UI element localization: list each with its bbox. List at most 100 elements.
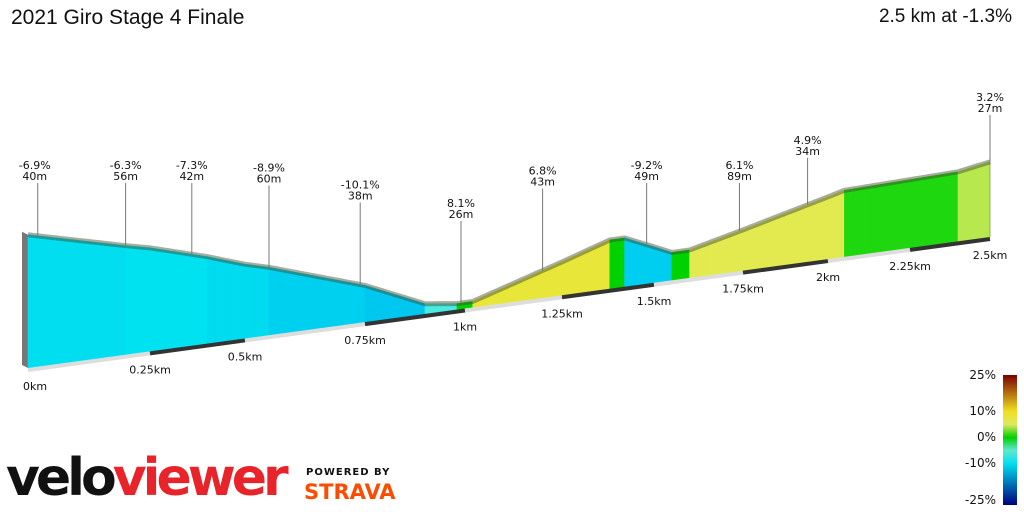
profile-slice — [546, 266, 551, 298]
profile-slice — [699, 244, 705, 277]
profile-slice — [827, 195, 832, 260]
profile-slice — [983, 162, 988, 239]
profile-slice — [710, 240, 715, 276]
profile-slice — [909, 178, 914, 249]
profile-slice — [807, 203, 812, 263]
profile-slice — [225, 260, 231, 342]
axis-segment — [149, 338, 246, 356]
profile-slice — [229, 260, 234, 341]
annotation-length: 34m — [795, 145, 820, 158]
axis-segment — [653, 270, 744, 287]
profile-slice — [307, 274, 313, 331]
profile-top-edge — [27, 159, 991, 307]
profile-slice — [837, 191, 842, 259]
x-tick-label: 1.5km — [637, 295, 672, 308]
profile-slice — [287, 270, 294, 333]
axis-segment — [464, 295, 563, 313]
profile-slice — [886, 182, 891, 252]
profile-slice — [820, 197, 825, 261]
profile-slice — [957, 170, 962, 242]
profile-slice — [71, 239, 78, 363]
profile-slice — [646, 244, 651, 285]
profile-slice — [210, 256, 215, 344]
profile-slice — [803, 204, 808, 263]
profile-slice — [61, 238, 68, 364]
veloviewer-logo: veloviewer — [6, 448, 289, 508]
profile-slice — [355, 283, 361, 324]
profile-slice — [932, 175, 936, 246]
profile-slice — [76, 239, 82, 362]
profile-slice — [642, 243, 647, 285]
profile-slice — [268, 266, 275, 336]
profile-slice — [321, 276, 327, 329]
x-tick-label: 0.5km — [228, 350, 263, 363]
profile-slice — [278, 268, 284, 335]
profile-slice — [602, 241, 607, 291]
profile-slice — [244, 263, 251, 339]
profile-slice — [56, 237, 63, 365]
profile-slice — [896, 180, 901, 251]
profile-slice — [653, 246, 658, 284]
profile-slice — [948, 172, 952, 244]
profile-slice — [218, 258, 223, 343]
profile-slice — [37, 235, 43, 368]
annotation-grade: 6.1% — [725, 159, 753, 172]
profile-slice — [580, 251, 585, 294]
axis-segment — [244, 322, 366, 343]
profile-slice — [749, 225, 754, 271]
profile-slice — [384, 291, 390, 320]
profile-slice — [259, 265, 265, 337]
profile-slice — [565, 258, 570, 296]
annotation-grade: 4.9% — [794, 134, 822, 147]
legend-tick-label: 10% — [969, 404, 996, 418]
profile-slice — [214, 257, 219, 343]
profile-slice — [191, 253, 196, 347]
profile-slice — [316, 275, 323, 329]
profile-slice — [32, 234, 39, 368]
profile-slice — [149, 247, 155, 352]
profile-slice — [172, 250, 177, 349]
profile-slice — [591, 246, 596, 292]
profile-slice — [976, 164, 981, 240]
profile-slice — [350, 282, 356, 325]
annotation-length: 40m — [22, 170, 47, 183]
profile-slice — [110, 243, 117, 358]
profile-slice — [153, 248, 158, 352]
profile-slice — [380, 289, 386, 321]
profile-slice — [714, 238, 719, 275]
annotation-length: 26m — [449, 208, 474, 221]
profile-slice — [752, 224, 757, 270]
profile-slice — [598, 242, 603, 291]
profile-slice — [954, 171, 959, 243]
profile-slice — [157, 248, 162, 351]
page-title: 2021 Giro Stage 4 Finale — [11, 6, 245, 29]
annotation-grade: -8.9% — [253, 161, 285, 174]
profile-slice — [587, 247, 592, 293]
profile-slice — [773, 216, 778, 267]
profile-slice — [671, 251, 676, 281]
profile-slice — [951, 171, 956, 243]
profile-slice — [935, 174, 940, 245]
profile-slice — [624, 237, 629, 288]
profile-slice — [703, 242, 708, 277]
profile-slice — [616, 238, 622, 289]
profile-slice — [916, 177, 920, 248]
profile-slice — [81, 240, 87, 362]
annotation-grade: 6.8% — [529, 165, 557, 178]
profile-slice — [605, 239, 611, 290]
profile-slice — [880, 183, 885, 253]
profile-slice — [844, 189, 848, 258]
annotation-length: 89m — [727, 170, 752, 183]
profile-slice — [867, 185, 871, 255]
profile-slice — [66, 238, 73, 364]
climb-annotations: -6.9%40m -6.3%56m -7.3%42m -8.9%60m -10.1%38… — [19, 91, 1004, 304]
profile-slice — [183, 252, 189, 348]
profile-slice — [42, 236, 48, 367]
legend-color-bar — [1003, 375, 1017, 505]
profile-slice — [692, 246, 698, 278]
profile-slice — [667, 250, 673, 282]
profile-slice — [964, 168, 968, 241]
profile-slice — [780, 213, 785, 266]
profile-slice — [139, 246, 146, 354]
